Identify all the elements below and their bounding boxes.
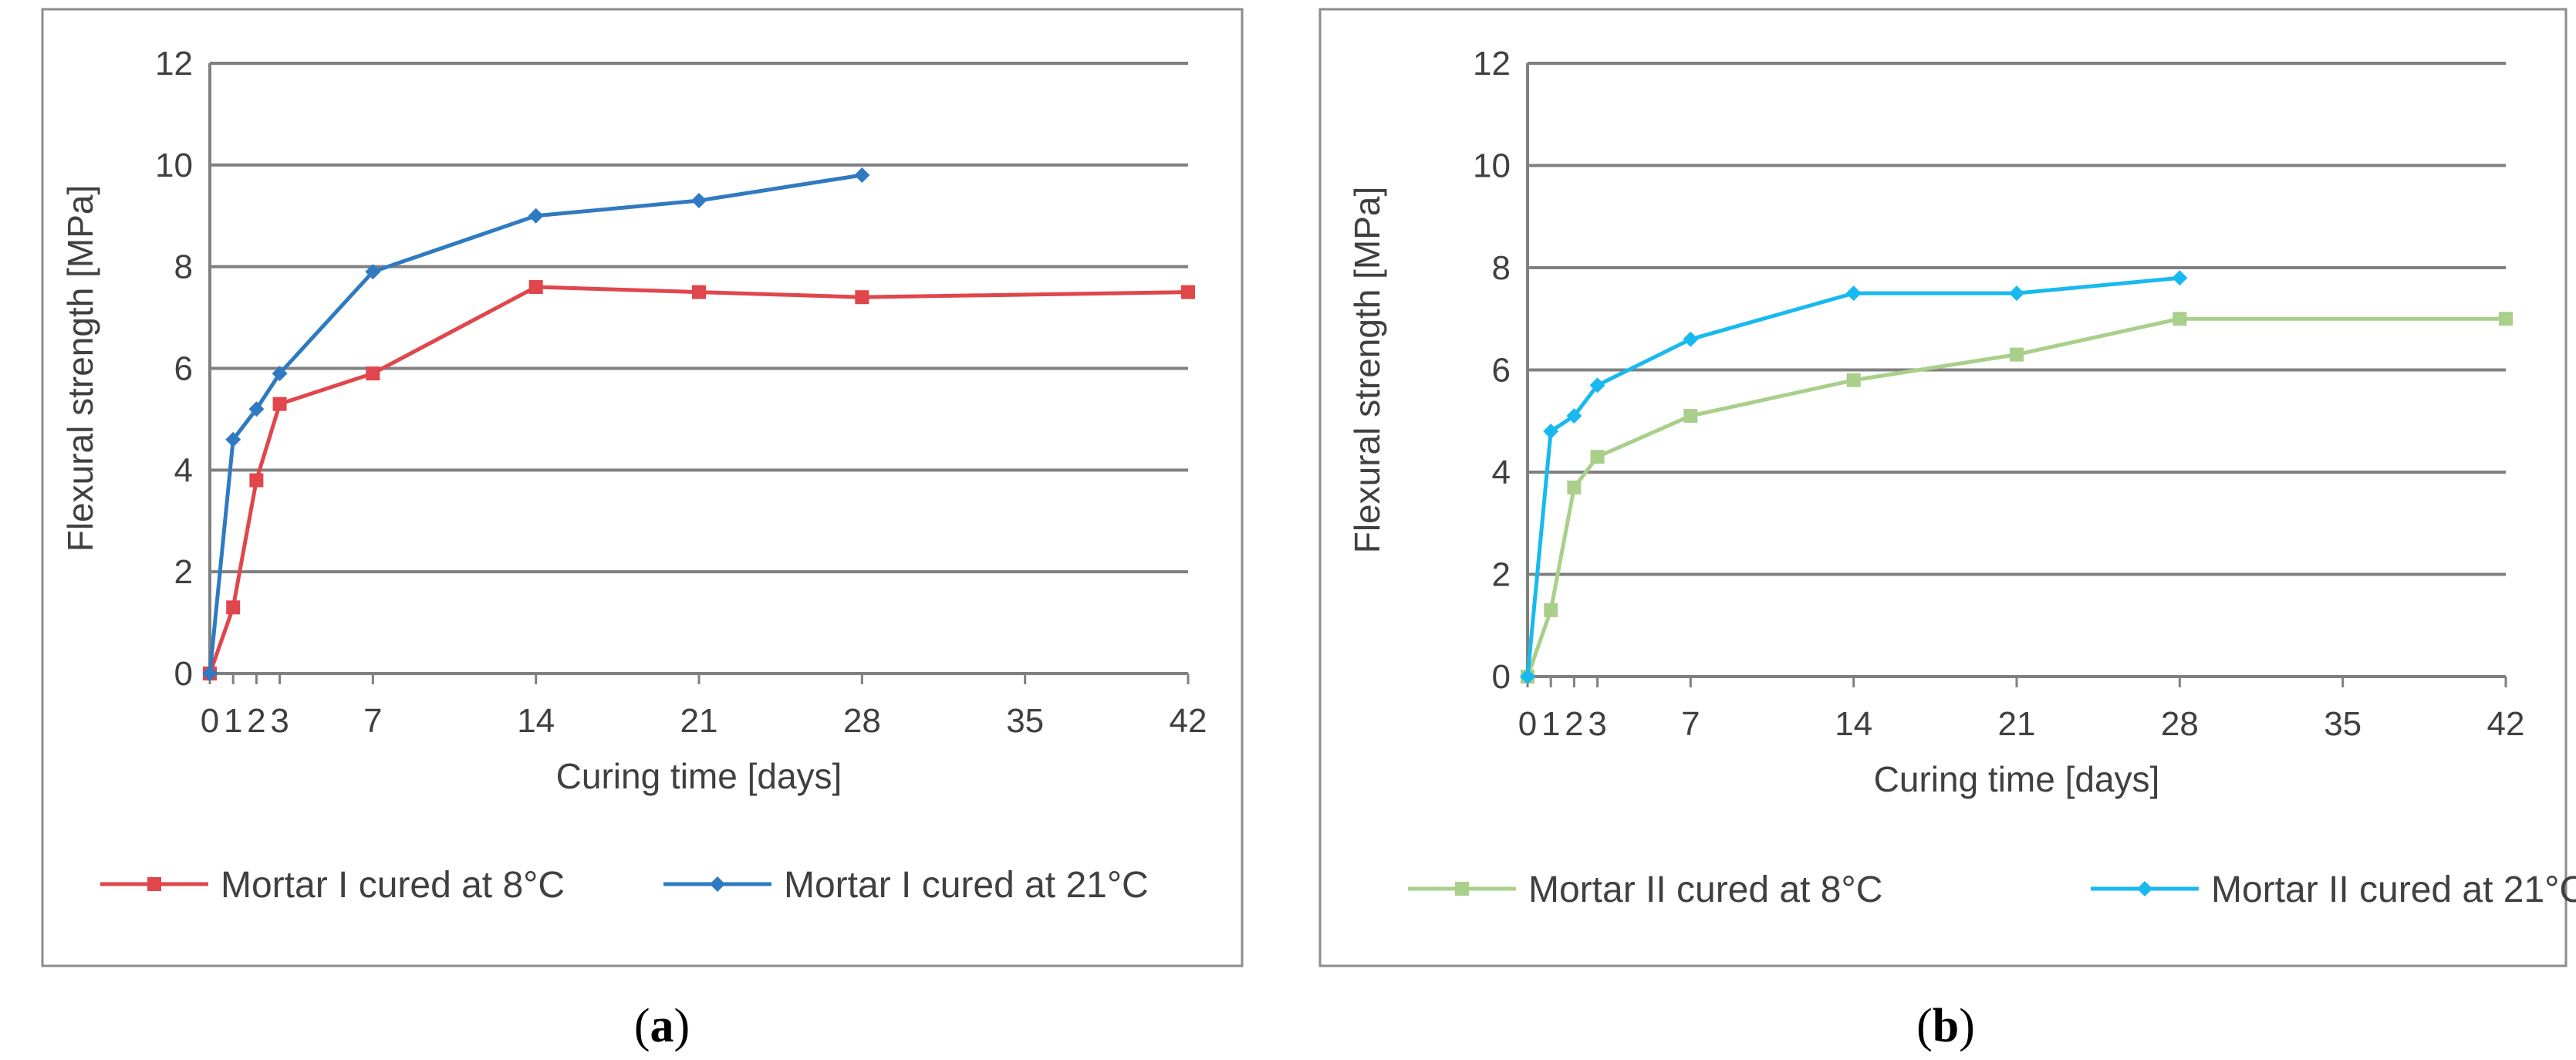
data-point — [1520, 669, 1535, 684]
legend-entry: Mortar I cured at 21°C — [663, 865, 1149, 906]
y-tick-label: 8 — [174, 248, 193, 286]
legend-marker — [1455, 882, 1469, 896]
series-1 — [1521, 312, 2513, 684]
y-tick-label: 12 — [155, 45, 193, 83]
y-tick-label: 12 — [1473, 45, 1511, 83]
x-tick-label: 0 — [1518, 705, 1537, 743]
data-point — [1683, 331, 1699, 347]
panel-caption-letter: b — [1933, 1000, 1959, 1052]
legend-label: Mortar II cured at 8°C — [1528, 869, 1882, 910]
panel-caption: (b) — [1916, 1000, 1975, 1052]
legend-marker — [147, 877, 161, 891]
data-point — [528, 280, 543, 295]
x-tick-label: 42 — [2487, 705, 2525, 743]
legend-entry: Mortar II cured at 21°C — [2091, 869, 2576, 910]
data-point — [2172, 270, 2188, 286]
data-point — [366, 366, 380, 381]
x-tick-label: 14 — [1835, 705, 1872, 743]
x-tick-label: 21 — [1998, 705, 2036, 743]
series-2 — [1520, 270, 2188, 684]
legend-label: Mortar I cured at 21°C — [784, 865, 1149, 906]
x-tick-label: 7 — [1681, 705, 1700, 743]
legend-marker — [2137, 881, 2152, 896]
legend-entry: Mortar II cured at 8°C — [1408, 869, 1882, 910]
data-point — [272, 397, 287, 411]
data-point — [1845, 285, 1862, 302]
x-tick-label: 28 — [2161, 705, 2199, 743]
x-tick-label: 14 — [517, 702, 555, 740]
y-tick-label: 4 — [1492, 454, 1511, 491]
data-point — [1683, 409, 1698, 424]
data-point — [1590, 450, 1605, 464]
x-axis-title: Curing time [days] — [1874, 759, 2160, 799]
y-tick-label: 6 — [174, 350, 193, 388]
y-tick-label: 2 — [1492, 556, 1511, 594]
y-tick-label: 10 — [1473, 147, 1511, 185]
x-tick-label: 1 — [224, 702, 242, 740]
series-line — [208, 173, 863, 674]
x-tick-label: 2 — [247, 702, 265, 740]
x-tick-label: 3 — [270, 702, 289, 740]
series-2 — [202, 167, 870, 681]
y-axis-title: Flexural strength [MPa] — [60, 185, 100, 552]
y-tick-label: 4 — [174, 451, 193, 489]
y-tick-label: 2 — [174, 553, 193, 591]
x-tick-label: 35 — [1006, 702, 1044, 740]
data-point — [225, 431, 241, 447]
x-tick-label: 42 — [1170, 702, 1207, 740]
panel-caption: (a) — [634, 1000, 690, 1052]
data-point — [202, 666, 218, 681]
chart-frame — [41, 8, 1244, 967]
data-point — [1181, 285, 1195, 299]
data-point — [2173, 312, 2187, 326]
x-tick-label: 28 — [843, 702, 881, 740]
data-point — [272, 366, 288, 382]
x-tick-label: 3 — [1588, 705, 1606, 743]
y-tick-label: 6 — [1492, 352, 1511, 390]
y-tick-label: 0 — [1492, 658, 1511, 696]
y-tick-label: 0 — [174, 655, 193, 693]
legend-label: Mortar II cured at 21°C — [2211, 869, 2576, 910]
data-point — [2499, 312, 2513, 326]
legend-marker — [710, 876, 725, 892]
data-point — [248, 401, 265, 417]
x-tick-label: 2 — [1565, 705, 1583, 743]
data-point — [365, 264, 381, 280]
data-point — [1543, 424, 1559, 439]
y-tick-label: 10 — [155, 147, 193, 184]
x-tick-label: 0 — [201, 702, 219, 740]
data-point — [226, 600, 241, 615]
y-tick-label: 8 — [1492, 249, 1511, 287]
data-point — [2009, 285, 2024, 302]
data-point — [1846, 373, 1861, 387]
data-point — [854, 167, 870, 184]
series-1 — [203, 280, 1195, 680]
x-tick-label: 21 — [680, 702, 718, 740]
data-point — [249, 473, 264, 488]
data-point — [692, 285, 706, 299]
data-point — [1567, 480, 1582, 495]
x-tick-label: 7 — [363, 702, 382, 740]
x-axis-title: Curing time [days] — [556, 756, 842, 796]
data-point — [691, 192, 707, 208]
data-point — [528, 208, 544, 224]
panel-caption-letter: a — [650, 1000, 674, 1052]
x-tick-label: 1 — [1541, 705, 1560, 743]
legend-entry: Mortar I cured at 8°C — [100, 865, 565, 906]
y-axis-title: Flexural strength [MPa] — [1347, 187, 1387, 554]
legend-label: Mortar I cured at 8°C — [221, 865, 565, 906]
data-point — [1566, 408, 1582, 424]
data-point — [1589, 377, 1605, 393]
data-point — [855, 290, 869, 305]
data-point — [1544, 603, 1558, 617]
x-tick-label: 35 — [2324, 705, 2362, 743]
data-point — [2010, 347, 2024, 362]
